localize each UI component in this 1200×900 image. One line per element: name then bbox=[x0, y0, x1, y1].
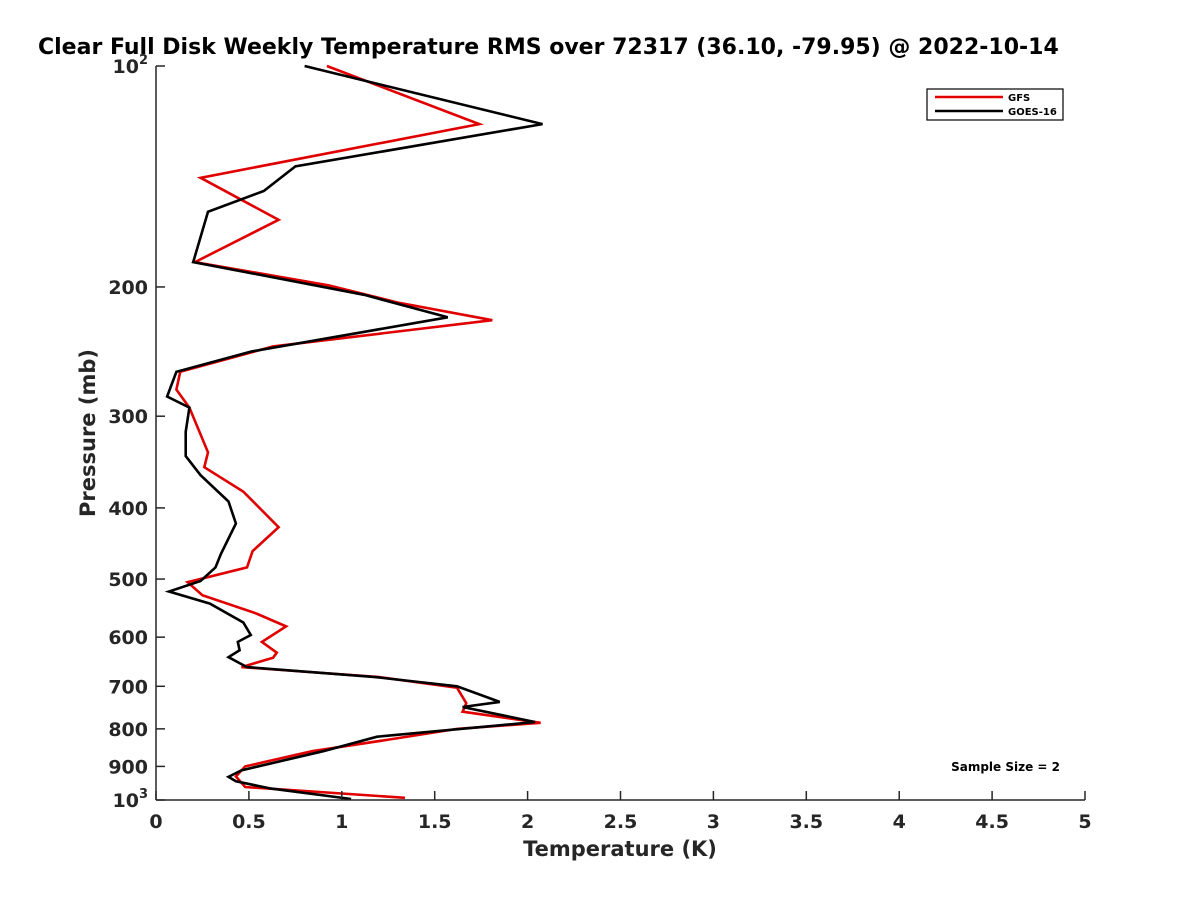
x-tick-label: 5 bbox=[1078, 811, 1091, 833]
x-tick-label: 2 bbox=[521, 811, 534, 833]
x-tick-label: 0.5 bbox=[232, 811, 266, 833]
x-tick-label: 4.5 bbox=[975, 811, 1009, 833]
y-tick-label: 200 bbox=[108, 277, 148, 299]
x-tick-label: 3.5 bbox=[789, 811, 823, 833]
sample-size-annotation: Sample Size = 2 bbox=[951, 760, 1060, 774]
y-tick-label: 500 bbox=[108, 569, 148, 591]
series-line-goes-16 bbox=[164, 64, 543, 801]
axes-layer bbox=[155, 66, 1085, 801]
y-tick-label: 800 bbox=[108, 719, 148, 741]
series-line-gfs bbox=[175, 64, 541, 800]
y-tick-label: 300 bbox=[108, 406, 148, 428]
x-tick-label: 1.5 bbox=[418, 811, 452, 833]
x-tick-label: 0 bbox=[149, 811, 162, 833]
y-tick-label: 900 bbox=[108, 756, 148, 778]
x-tick-label: 2.5 bbox=[604, 811, 638, 833]
legend-label-goes-16: GOES-16 bbox=[1008, 107, 1057, 118]
legend: GFS GOES-16 bbox=[926, 88, 1064, 121]
x-tick-label: 1 bbox=[335, 811, 348, 833]
y-axis-label: Pressure (mb) bbox=[76, 349, 100, 517]
y-tick-label: 103 bbox=[113, 787, 149, 812]
x-axis-label: Temperature (K) bbox=[523, 837, 717, 861]
chart-title: Clear Full Disk Weekly Temperature RMS o… bbox=[38, 35, 1059, 60]
y-tick-label: 600 bbox=[108, 627, 148, 649]
legend-box bbox=[926, 88, 1064, 121]
y-tick-label: 700 bbox=[108, 676, 148, 698]
ticks-layer: 0 0.5 1 1.5 2 2.5 3 3.5 4 4.5 5 102 200 300 400 500 600 7… bbox=[108, 53, 1091, 833]
x-tick-label: 3 bbox=[707, 811, 720, 833]
legend-label-gfs: GFS bbox=[1008, 93, 1030, 104]
y-tick-label: 102 bbox=[113, 53, 149, 78]
x-tick-label: 4 bbox=[893, 811, 906, 833]
series-layer bbox=[164, 64, 543, 801]
y-tick-label: 400 bbox=[108, 498, 148, 520]
